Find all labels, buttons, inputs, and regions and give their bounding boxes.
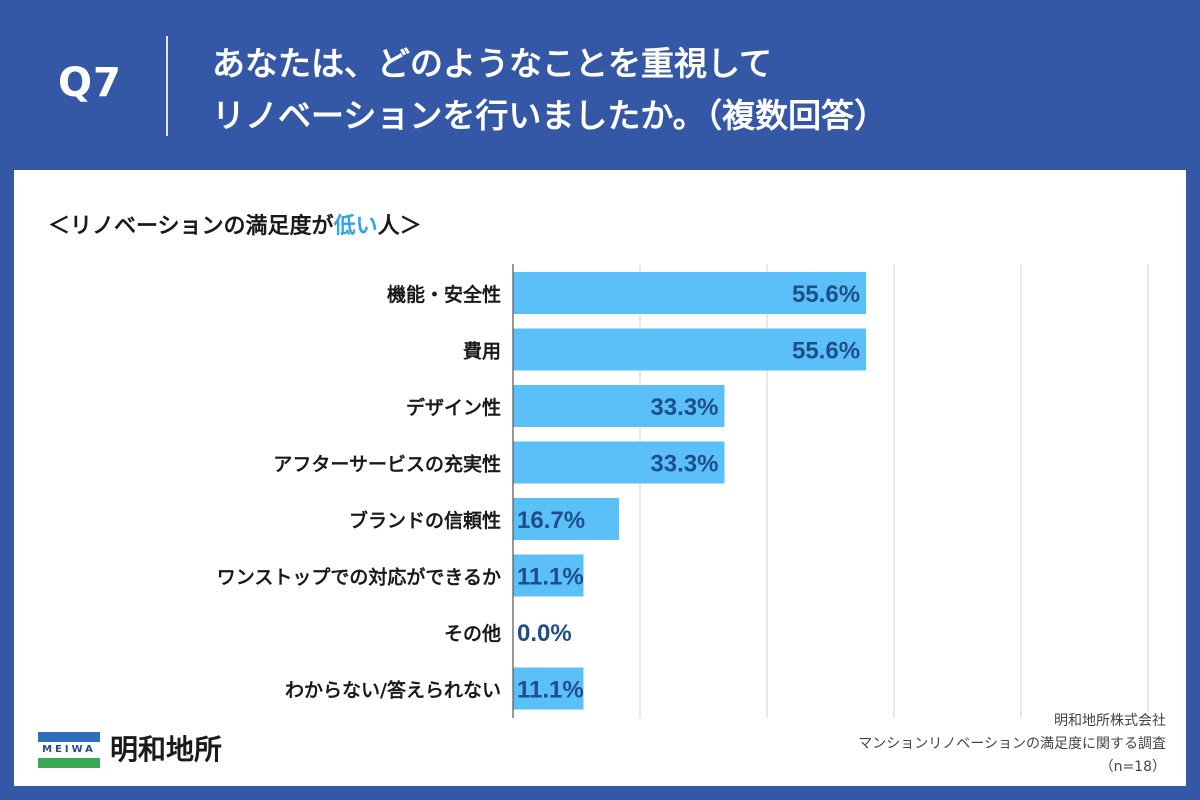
- source-survey: マンションリノベーションの満足度に関する調査: [858, 736, 1166, 752]
- value-label: 33.3%: [650, 394, 718, 421]
- bar: [513, 328, 867, 371]
- category-label: ワンストップでの対応ができるか: [217, 566, 501, 589]
- question-number: Q7: [58, 60, 122, 106]
- question-title: あなたは、どのようなことを重視して リノベーションを行いましたか。（複数回答）: [212, 38, 887, 142]
- value-label: 55.6%: [792, 281, 860, 308]
- bar: [513, 272, 867, 314]
- bar: [513, 385, 725, 427]
- logo-badge-icon: MEIWA: [38, 732, 100, 768]
- category-label: アフターサービスの充実性: [273, 453, 501, 476]
- value-label: 33.3%: [650, 451, 718, 478]
- subtitle-highlight: 低い: [333, 214, 378, 239]
- bar: [513, 441, 725, 484]
- value-label: 11.1%: [517, 677, 584, 704]
- value-label: 0.0%: [517, 620, 572, 647]
- value-label: 55.6%: [792, 338, 860, 365]
- question-title-line2: リノベーションを行いましたか。（複数回答）: [212, 96, 888, 135]
- subtitle-suffix: 人＞: [377, 214, 422, 239]
- source-sample: （n=18）: [1099, 759, 1166, 775]
- category-label: わからない/答えられない: [285, 679, 501, 702]
- question-title-line1: あなたは、どのようなことを重視して: [212, 44, 773, 83]
- category-label: その他: [444, 622, 501, 645]
- source-note: 明和地所株式会社 マンションリノベーションの満足度に関する調査 （n=18）: [858, 710, 1166, 779]
- category-label: ブランドの信頼性: [349, 509, 501, 532]
- subtitle-prefix: ＜リノベーションの満足度が: [48, 214, 334, 239]
- category-label: デザイン性: [406, 396, 501, 419]
- header: Q7 あなたは、どのようなことを重視して リノベーションを行いましたか。（複数回…: [0, 0, 1200, 170]
- bar: [513, 498, 620, 540]
- value-label: 11.1%: [517, 564, 584, 591]
- header-divider: [166, 36, 168, 136]
- logo-badge-text: MEIWA: [38, 742, 100, 758]
- chart-subtitle: ＜リノベーションの満足度が低い人＞: [48, 208, 422, 240]
- value-label: 16.7%: [517, 507, 585, 534]
- source-company: 明和地所株式会社: [1054, 713, 1166, 729]
- bar: [513, 554, 584, 597]
- category-label: 機能・安全性: [387, 283, 501, 306]
- bar: [513, 667, 584, 710]
- category-label: 費用: [463, 340, 501, 363]
- logo-name: 明和地所: [110, 733, 223, 766]
